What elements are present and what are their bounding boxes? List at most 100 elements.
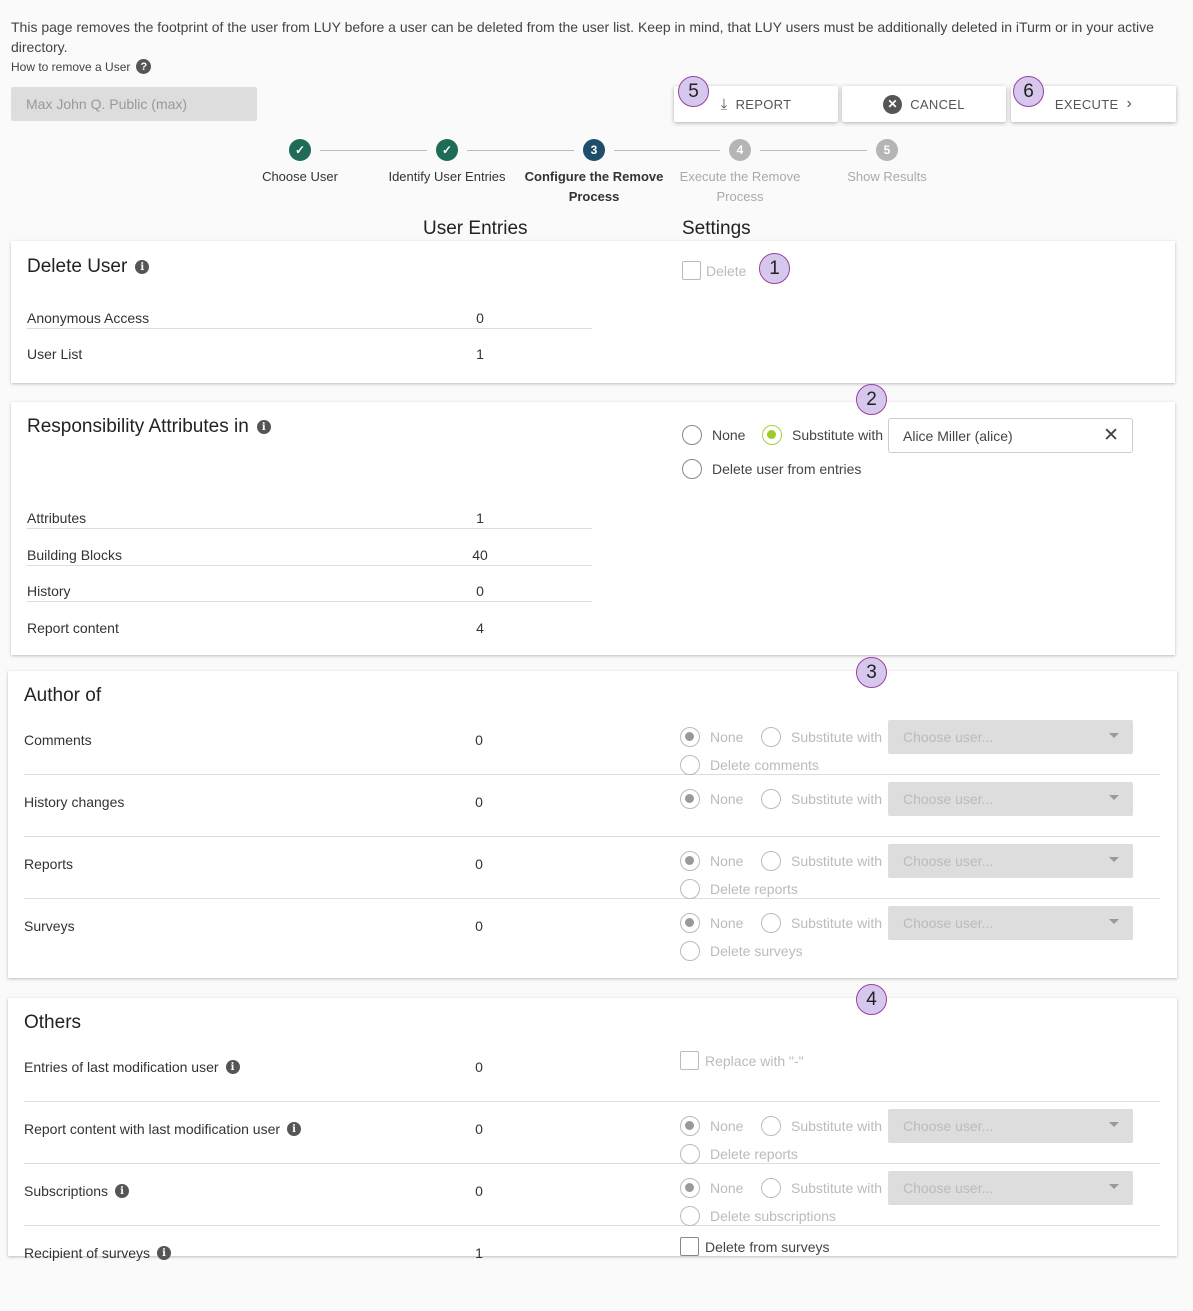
option-checkbox[interactable]: Replace with "-" (680, 1051, 804, 1070)
radio-none[interactable]: None (680, 1178, 743, 1198)
radio-none[interactable]: None (682, 425, 745, 445)
radio-icon[interactable] (761, 913, 781, 933)
step-3-label[interactable]: Configure the Remove Process (524, 169, 664, 204)
step-2-indicator[interactable]: ✓ (436, 139, 458, 161)
step-5-label[interactable]: Show Results (847, 169, 927, 184)
step-1-label[interactable]: Choose User (262, 169, 338, 184)
radio-icon[interactable] (682, 425, 702, 445)
radio-label: Substitute with (792, 427, 884, 443)
radio-icon[interactable] (680, 755, 700, 775)
entry-label: Entries of last modification user i (24, 1059, 240, 1075)
radio-icon[interactable] (762, 425, 782, 445)
caret-down-icon (1109, 795, 1119, 800)
substitute-user-field[interactable]: Alice Miller (alice) ✕ (888, 418, 1133, 453)
radio-none[interactable]: None (680, 789, 743, 809)
field-value: Alice Miller (alice) (903, 428, 1013, 444)
radio-icon[interactable] (680, 1206, 700, 1226)
help-circle-icon[interactable]: ? (136, 59, 152, 74)
radio-substitute[interactable]: Substitute with (761, 1178, 882, 1198)
radio-substitute[interactable]: Substitute with (761, 727, 882, 747)
radio-delete[interactable]: Delete surveys (680, 941, 803, 961)
radio-icon[interactable] (680, 727, 700, 747)
step-connector (614, 150, 720, 151)
radio-icon[interactable] (761, 1178, 781, 1198)
option-checkbox[interactable]: Delete from surveys (680, 1237, 829, 1256)
entry-count: 0 (475, 794, 483, 810)
step-2-label[interactable]: Identify User Entries (388, 169, 506, 184)
chevron-right-icon: › (1126, 95, 1133, 112)
entry-count: 0 (476, 310, 484, 326)
execute-label: EXECUTE (1054, 96, 1119, 112)
radio-delete[interactable]: Delete reports (680, 1144, 798, 1164)
entry-count: 0 (475, 732, 483, 748)
radio-icon[interactable] (680, 941, 700, 961)
radio-icon[interactable] (682, 459, 702, 479)
radio-icon[interactable] (680, 1116, 700, 1136)
info-icon[interactable]: i (115, 1184, 130, 1198)
callout-badge-1: 1 (759, 253, 790, 284)
download-icon: ⤓ (720, 95, 728, 113)
choose-user-select[interactable]: Choose user... (888, 906, 1133, 940)
radio-none[interactable]: None (680, 1116, 743, 1136)
step-5-indicator[interactable]: 5 (876, 139, 898, 161)
others-title: Others (24, 1012, 82, 1033)
entry-label: Surveys (24, 918, 75, 934)
checkbox-icon[interactable] (682, 261, 701, 280)
column-header-user-entries: User Entries (423, 218, 528, 239)
radio-icon[interactable] (680, 789, 700, 809)
select-placeholder: Choose user... (903, 1180, 994, 1196)
row-divider (27, 601, 592, 602)
entry-count: 0 (476, 583, 484, 599)
radio-icon[interactable] (680, 1144, 700, 1164)
radio-delete[interactable]: Delete user from entries (682, 459, 861, 479)
cancel-button[interactable]: ✕ CANCEL (842, 86, 1006, 122)
clear-icon[interactable]: ✕ (1103, 425, 1119, 446)
step-4-label[interactable]: Execute the Remove Process (679, 169, 801, 204)
checkbox-icon[interactable] (680, 1051, 699, 1070)
radio-substitute[interactable]: Substitute with (761, 789, 882, 809)
radio-icon[interactable] (680, 879, 700, 899)
entry-label: Anonymous Access (27, 310, 150, 326)
delete-user-checkbox[interactable]: Delete (682, 261, 746, 280)
how-to-link[interactable]: How to remove a User? (11, 59, 152, 74)
radio-delete[interactable]: Delete subscriptions (680, 1206, 836, 1226)
radio-none[interactable]: None (680, 727, 743, 747)
radio-none[interactable]: None (680, 913, 743, 933)
title-text: Responsibility Attributes in (27, 416, 249, 437)
radio-substitute[interactable]: Substitute with (761, 851, 882, 871)
info-icon[interactable]: i (157, 1246, 172, 1260)
radio-icon[interactable] (680, 913, 700, 933)
step-1-indicator[interactable]: ✓ (289, 139, 311, 161)
caret-down-icon (1109, 733, 1119, 738)
radio-substitute[interactable]: Substitute with (761, 913, 882, 933)
choose-user-select[interactable]: Choose user... (888, 844, 1133, 878)
checkbox-icon[interactable] (680, 1237, 699, 1256)
entry-label: History changes (24, 794, 124, 810)
choose-user-select[interactable]: Choose user... (888, 782, 1133, 816)
step-connector (320, 150, 427, 151)
step-connector (760, 150, 867, 151)
radio-icon[interactable] (761, 851, 781, 871)
radio-label: Substitute with (791, 853, 883, 869)
info-icon[interactable]: i (135, 260, 150, 274)
radio-none[interactable]: None (680, 851, 743, 871)
step-4-indicator[interactable]: 4 (729, 139, 751, 161)
radio-icon[interactable] (761, 789, 781, 809)
radio-delete[interactable]: Delete reports (680, 879, 798, 899)
radio-substitute[interactable]: Substitute with (761, 1116, 882, 1136)
radio-delete[interactable]: Delete comments (680, 755, 819, 775)
choose-user-select[interactable]: Choose user... (888, 1171, 1133, 1205)
choose-user-select[interactable]: Choose user... (888, 720, 1133, 754)
radio-substitute[interactable]: Substitute with (762, 425, 883, 445)
info-icon[interactable]: i (256, 420, 271, 434)
step-3-indicator[interactable]: 3 (583, 139, 605, 161)
radio-icon[interactable] (680, 1178, 700, 1198)
entry-count: 1 (476, 346, 484, 362)
radio-icon[interactable] (761, 1116, 781, 1136)
radio-icon[interactable] (680, 851, 700, 871)
info-icon[interactable]: i (225, 1060, 240, 1074)
choose-user-select[interactable]: Choose user... (888, 1109, 1133, 1143)
radio-icon[interactable] (761, 727, 781, 747)
info-icon[interactable]: i (287, 1122, 302, 1136)
label-text: Reports (24, 856, 74, 872)
